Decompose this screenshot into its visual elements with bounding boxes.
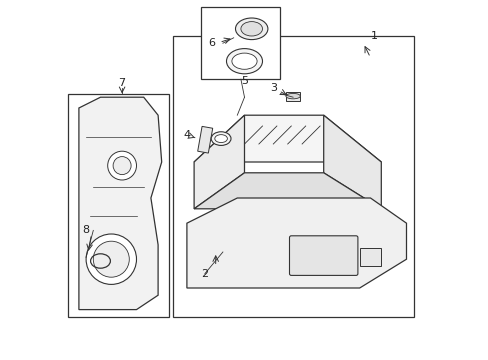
Circle shape	[93, 241, 129, 277]
Text: 1: 1	[370, 31, 377, 41]
Text: 2: 2	[201, 269, 208, 279]
Ellipse shape	[235, 18, 267, 40]
Bar	[359, 248, 381, 266]
Text: 5: 5	[241, 76, 247, 86]
Ellipse shape	[231, 53, 257, 69]
Bar	[285, 92, 300, 101]
Text: 3: 3	[269, 83, 276, 93]
Circle shape	[86, 234, 136, 284]
Text: 6: 6	[208, 38, 215, 48]
Ellipse shape	[241, 22, 262, 36]
Text: 4: 4	[183, 130, 190, 140]
Bar	[172, 36, 413, 317]
Bar	[197, 126, 212, 153]
Text: 8: 8	[82, 225, 89, 235]
Polygon shape	[194, 115, 381, 162]
Polygon shape	[194, 115, 244, 209]
Ellipse shape	[214, 135, 227, 143]
Polygon shape	[186, 198, 406, 288]
Polygon shape	[79, 97, 162, 310]
Ellipse shape	[211, 132, 230, 145]
Text: 7: 7	[118, 78, 125, 88]
Circle shape	[113, 157, 131, 175]
Ellipse shape	[285, 94, 300, 99]
Polygon shape	[323, 115, 381, 209]
Polygon shape	[194, 173, 381, 209]
Circle shape	[107, 151, 136, 180]
Bar	[201, 7, 280, 79]
Ellipse shape	[226, 49, 262, 74]
Bar	[68, 94, 168, 317]
FancyBboxPatch shape	[289, 236, 357, 275]
